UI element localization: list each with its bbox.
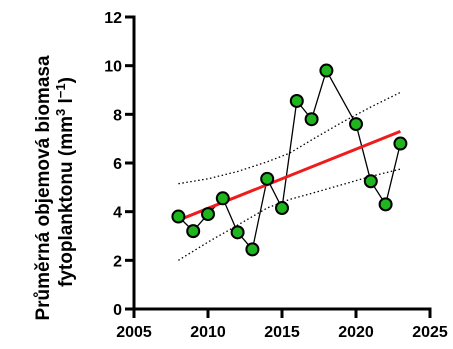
y-tick-label: 8 <box>113 107 122 124</box>
data-point <box>275 201 289 216</box>
data-point <box>245 242 260 257</box>
regression-line <box>177 129 401 222</box>
data-point <box>349 117 363 132</box>
data-point <box>186 224 201 239</box>
data-points <box>171 63 408 257</box>
y-axis-label-line2: fytoplanktonu (mm3 l−1) <box>53 77 78 287</box>
series-line <box>177 68 402 251</box>
data-point <box>393 136 408 151</box>
data-point <box>363 174 378 189</box>
y-tick-label: 0 <box>113 302 122 319</box>
data-point <box>215 191 230 206</box>
y-tick-label: 2 <box>113 253 122 270</box>
x-tick-label: 2010 <box>190 324 226 341</box>
axes: 0 2 4 6 8 10 12 2005 2010 2015 2020 2025 <box>104 10 448 341</box>
y-tick-label: 6 <box>113 156 122 173</box>
data-point <box>304 112 319 127</box>
series-connect-line <box>177 68 402 251</box>
x-tick-label: 2025 <box>412 324 448 341</box>
y-tick-label: 12 <box>104 10 122 27</box>
data-point <box>171 209 186 224</box>
x-tick-label: 2015 <box>264 324 300 341</box>
y-axis-label-line1: Průměrná objemová biomasa <box>33 55 54 320</box>
confidence-band-lower <box>178 168 401 261</box>
confidence-band-upper <box>178 91 401 185</box>
confidence-band <box>178 91 401 261</box>
y-tick-label: 4 <box>113 205 122 222</box>
y-tick-label: 10 <box>104 59 122 76</box>
trend-line <box>177 129 401 222</box>
data-point <box>378 197 393 212</box>
x-tick-label: 2020 <box>338 324 374 341</box>
x-tick-label: 2005 <box>116 324 152 341</box>
data-point <box>230 225 245 240</box>
data-point <box>260 171 275 186</box>
data-point <box>201 207 215 222</box>
data-point <box>319 63 334 78</box>
data-point <box>289 93 304 108</box>
